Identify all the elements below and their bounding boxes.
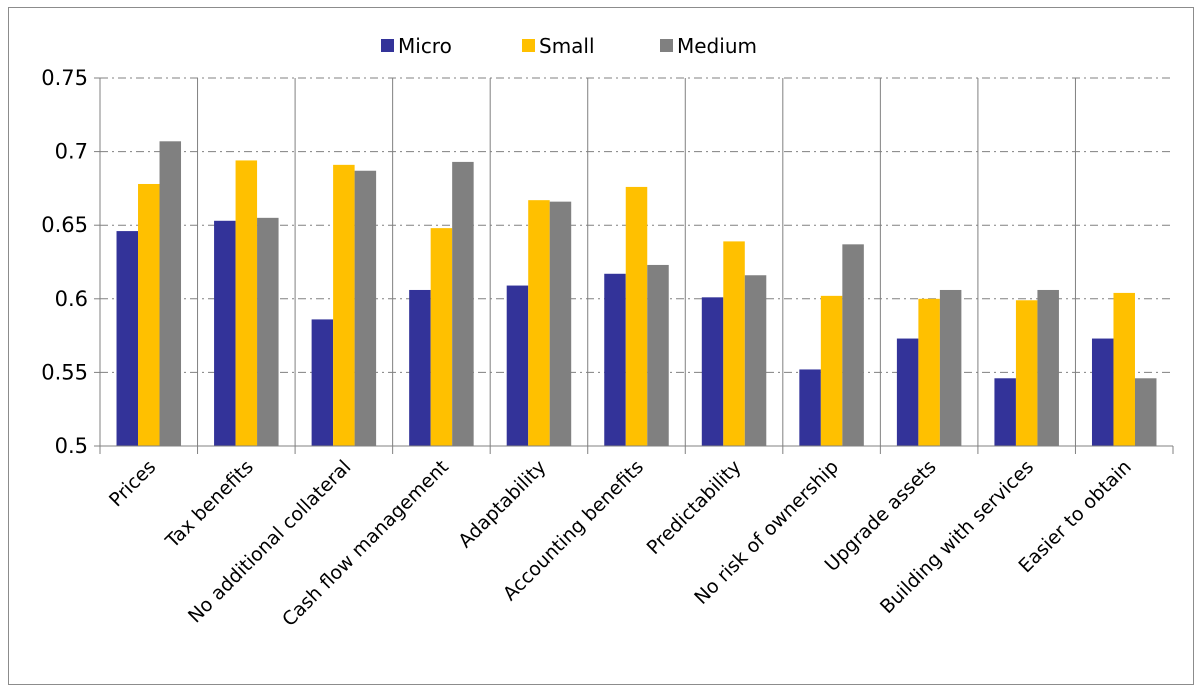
bar-micro xyxy=(311,319,334,446)
x-tick-label: Cash flow management xyxy=(278,456,453,631)
bar-micro xyxy=(506,285,529,446)
bar-micro xyxy=(214,220,236,446)
bar-small xyxy=(918,298,940,446)
x-tick-label: No additional collateral xyxy=(184,456,355,627)
legend-item-micro: Micro xyxy=(381,34,452,58)
bar-small xyxy=(138,183,160,446)
legend-item-small: Small xyxy=(522,34,595,58)
bar-medium xyxy=(452,161,474,447)
bar-medium xyxy=(159,141,182,446)
x-tick-label: Predictability xyxy=(643,456,746,559)
legend-label: Small xyxy=(539,34,595,58)
legend-label: Micro xyxy=(398,34,452,58)
y-tick-label: 0.5 xyxy=(55,434,88,458)
bar-small xyxy=(333,164,355,446)
bar-micro xyxy=(896,338,919,446)
y-tick-label: 0.55 xyxy=(41,360,88,384)
gridlines xyxy=(100,77,1173,373)
legend-label: Medium xyxy=(677,34,757,58)
legend: Micro Small Medium xyxy=(381,34,757,58)
bar-medium xyxy=(1037,289,1059,446)
y-tick-label: 0.6 xyxy=(55,287,88,311)
bar-small xyxy=(723,241,745,446)
bar-medium xyxy=(647,264,669,446)
y-tick-labels: 0.5 0.55 0.6 0.65 0.7 0.75 xyxy=(41,66,88,458)
legend-swatch xyxy=(381,39,394,52)
x-tick-label: Prices xyxy=(105,456,160,511)
y-tick-label: 0.7 xyxy=(55,140,88,164)
bar-micro xyxy=(409,289,431,446)
bar-micro xyxy=(116,231,139,446)
bar-small xyxy=(1015,300,1038,446)
bar-micro xyxy=(994,378,1016,446)
y-tick-label: 0.75 xyxy=(41,66,88,90)
bar-small xyxy=(430,228,453,446)
bar-micro xyxy=(1091,338,1114,446)
bar-small xyxy=(820,295,843,446)
bar-micro xyxy=(701,297,724,446)
bar-small xyxy=(1113,292,1135,446)
legend-swatch xyxy=(660,39,673,52)
bar-medium xyxy=(744,275,767,446)
axes xyxy=(94,77,1174,454)
bar-small xyxy=(625,186,648,447)
bar-medium xyxy=(939,289,962,446)
x-tick-label: Adaptability xyxy=(454,456,550,552)
bars xyxy=(116,141,1157,447)
bar-medium xyxy=(1134,378,1157,446)
bar-small xyxy=(528,200,550,446)
chart-frame xyxy=(8,7,1194,685)
x-tick-label: Tax benefits xyxy=(161,456,258,553)
category-separators xyxy=(197,78,1076,446)
bar-small xyxy=(235,160,258,446)
bar-medium xyxy=(354,170,377,446)
bar-micro xyxy=(799,369,821,446)
bar-micro xyxy=(604,273,626,446)
bar-medium xyxy=(842,244,864,446)
bar-medium xyxy=(257,217,279,446)
y-tick-label: 0.65 xyxy=(41,213,88,237)
bar-medium xyxy=(549,201,572,446)
legend-swatch xyxy=(522,39,535,52)
legend-item-medium: Medium xyxy=(660,34,757,58)
